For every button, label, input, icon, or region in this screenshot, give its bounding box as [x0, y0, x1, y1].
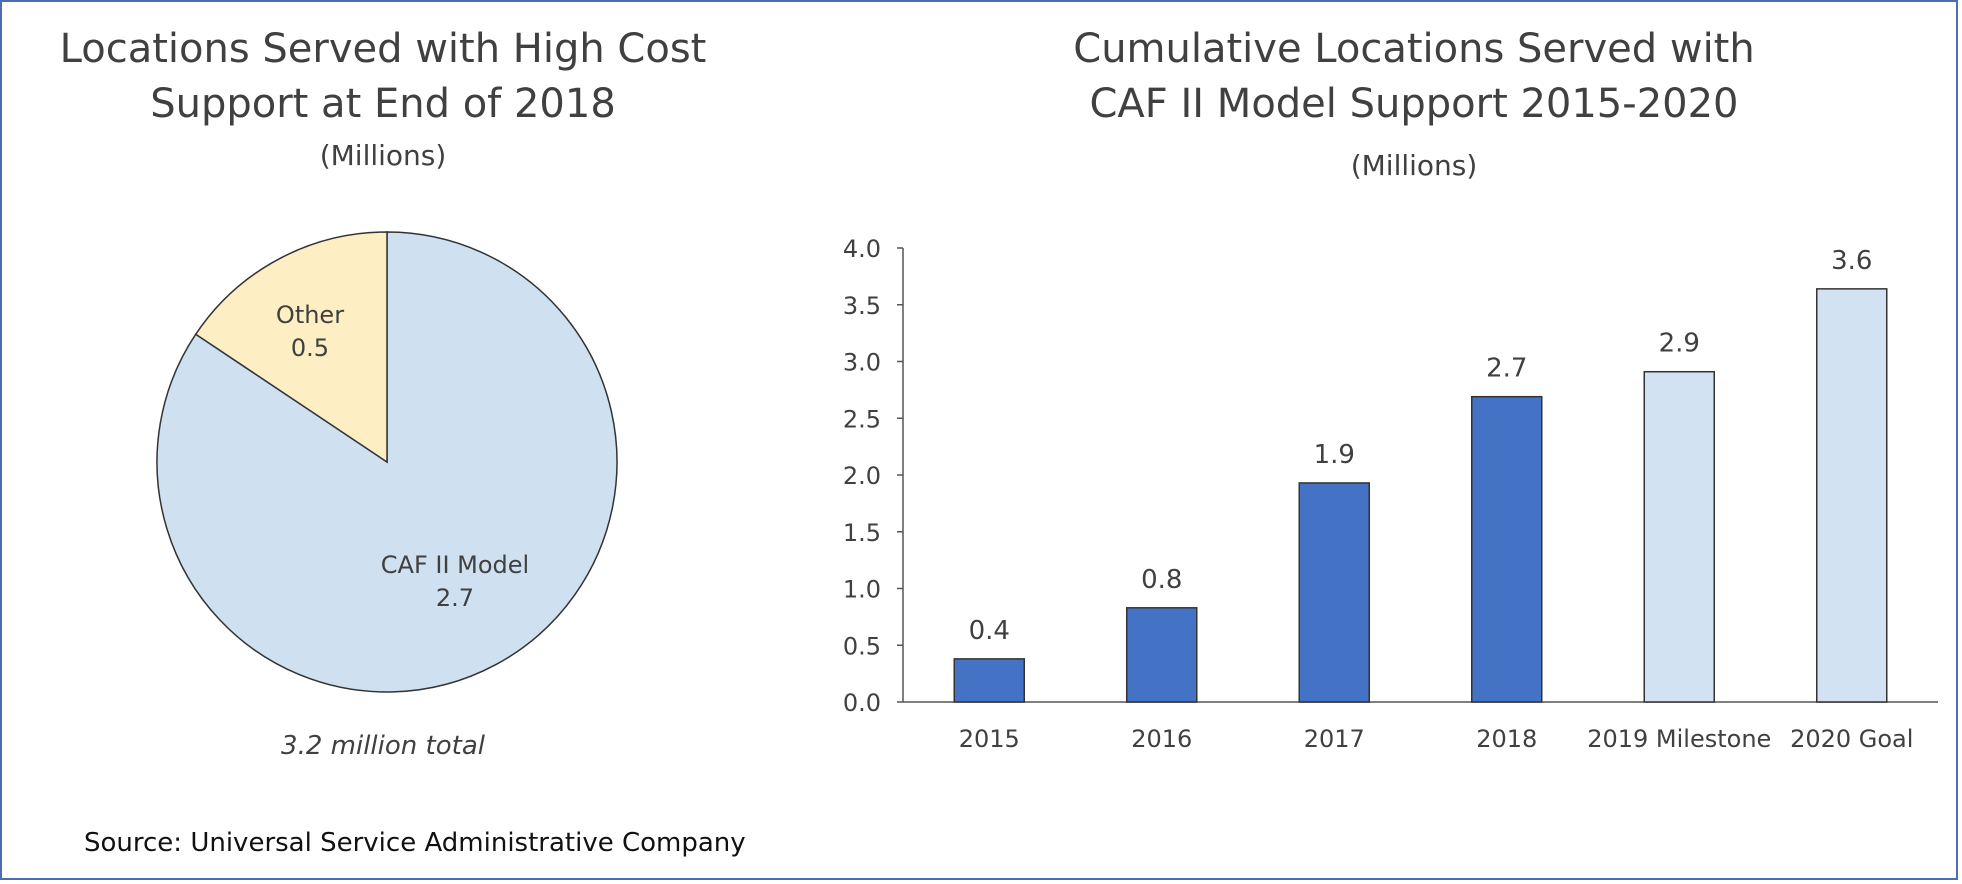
- pie-title-line-1: Locations Served with High Cost: [60, 26, 707, 72]
- x-tick-label: 2019 Milestone: [1587, 725, 1771, 753]
- y-tick-label: 0.0: [843, 689, 881, 717]
- bar-2015: [953, 658, 1025, 703]
- y-tick-label: 4.0: [843, 235, 881, 263]
- pie-slice-other: [194, 231, 388, 464]
- y-tick-label: 2.5: [843, 405, 881, 433]
- bar-subtitle: (Millions): [1351, 149, 1478, 182]
- bar-title-line-1: Cumulative Locations Served with: [1073, 26, 1754, 72]
- bar-value-label: 2.7: [1486, 354, 1527, 384]
- bar-2017: [1298, 482, 1370, 703]
- pie-label-other-name: Other: [276, 301, 344, 329]
- pie-label-caf-name: CAF II Model: [381, 551, 529, 579]
- x-tick-label: 2018: [1476, 725, 1537, 753]
- bar-value-label: 0.8: [1141, 565, 1182, 595]
- x-tick-label: 2017: [1304, 725, 1365, 753]
- bar-2018: [1471, 395, 1543, 703]
- bar-value-label: 2.9: [1659, 329, 1700, 359]
- y-tick-label: 1.5: [843, 519, 881, 547]
- pie-total-note: 3.2 million total: [281, 731, 486, 761]
- bar-title-line-2: CAF II Model Support 2015-2020: [1089, 81, 1738, 127]
- bar-series: 0.4 2015 0.8 2016 1.9 2017 2.7 2018 2.9 2019 Mile…: [953, 246, 1913, 753]
- pie-chart: Locations Served with High Cost Support …: [60, 26, 707, 761]
- y-tick-label: 3.0: [843, 349, 881, 377]
- y-tick-label: 1.0: [843, 576, 881, 604]
- pie-label-other-value: 0.5: [291, 334, 329, 362]
- y-axis: 0.0 0.5 1.0 1.5 2.0 2.5 3.0 3.5 4.0: [843, 235, 1938, 717]
- y-tick-label: 3.5: [843, 292, 881, 320]
- bar-2016: [1126, 607, 1198, 703]
- pie-title-line-2: Support at End of 2018: [150, 81, 616, 127]
- pie-subtitle: (Millions): [320, 139, 447, 172]
- bar-2019-milestone: [1643, 370, 1715, 703]
- x-tick-label: 2020 Goal: [1790, 725, 1913, 753]
- bar-chart: Cumulative Locations Served with CAF II …: [843, 26, 1938, 753]
- bar-value-label: 1.9: [1314, 440, 1355, 470]
- x-tick-label: 2015: [959, 725, 1020, 753]
- pie-slice-caf-ii-model: [156, 231, 618, 693]
- y-tick-label: 2.0: [843, 462, 881, 490]
- bar-value-label: 3.6: [1831, 246, 1872, 276]
- pie-label-caf-value: 2.7: [436, 584, 474, 612]
- bar-2020-goal: [1816, 288, 1888, 703]
- y-tick-label: 0.5: [843, 632, 881, 660]
- x-tick-label: 2016: [1131, 725, 1192, 753]
- source-note: Source: Universal Service Administrative…: [84, 828, 746, 858]
- bar-value-label: 0.4: [969, 616, 1010, 646]
